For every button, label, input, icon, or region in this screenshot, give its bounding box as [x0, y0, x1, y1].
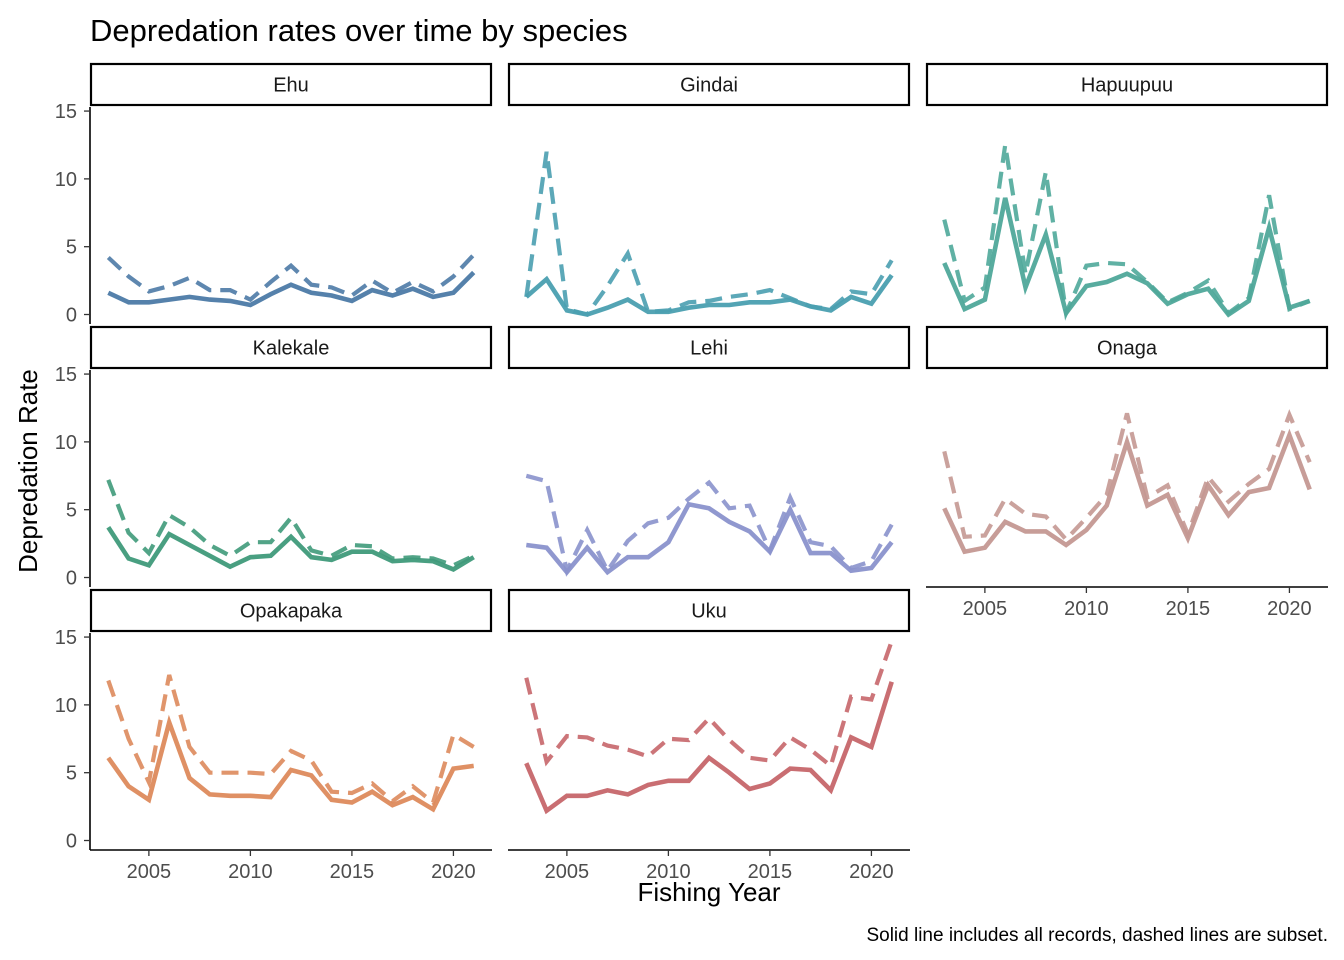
x-tick-label: 2020 [431, 861, 476, 883]
strip-label-onaga: Onaga [1097, 338, 1158, 360]
panel-hapuupuu: Hapuupuu [925, 62, 1329, 321]
strip-onaga [925, 325, 1329, 370]
x-tick-label: 2020 [1267, 598, 1312, 620]
strip-label-kalekale: Kalekale [253, 338, 330, 360]
x-tick-label: 2015 [330, 861, 375, 883]
strip-label-uku: Uku [691, 601, 727, 623]
series-subset-ehu [106, 253, 476, 303]
y-tick-label: 15 [55, 101, 77, 123]
series-subset-kalekale [106, 479, 475, 568]
y-tick-label: 0 [66, 305, 77, 327]
panel-kalekale: Kalekale 0 5 10 15 [55, 325, 493, 590]
panel-ehu: Ehu 0 5 10 15 [55, 62, 493, 327]
facet-panels: Ehu 0 5 10 15 Gindai Hapuupuu Kalekale 0 5 10 15 Leh… [55, 62, 1329, 883]
series-all-records-hapuupuu [942, 197, 1311, 319]
series-all-records-onaga [942, 428, 1312, 555]
panel-onaga: Onaga 2005 2010 2015 2020 [925, 325, 1329, 620]
series-all-records-lehi [525, 501, 894, 576]
series-all-records-uku [524, 681, 894, 815]
series-subset-lehi [525, 473, 894, 577]
x-tick-label: 2005 [963, 598, 1008, 620]
y-tick-label: 10 [55, 432, 77, 454]
panel-lehi: Lehi [507, 325, 911, 577]
strip-gindai [507, 62, 911, 107]
x-tick-label: 2010 [646, 861, 691, 883]
panel-opakapaka: Opakapaka 0 5 10 15 2005 2010 2015 2020 [55, 588, 493, 883]
y-tick-label: 15 [55, 627, 77, 649]
series-subset-uku [524, 640, 894, 770]
strip-opakapaka [89, 588, 493, 633]
strip-lehi [507, 325, 911, 370]
strip-label-ehu: Ehu [273, 75, 309, 97]
series-all-records-kalekale [106, 526, 475, 572]
strip-label-hapuupuu: Hapuupuu [1081, 75, 1173, 97]
strip-uku [507, 588, 911, 633]
strip-kalekale [89, 325, 493, 370]
x-tick-label: 2005 [127, 861, 172, 883]
y-tick-label: 5 [66, 237, 77, 259]
y-tick-label: 15 [55, 364, 77, 386]
series-all-records-opakapaka [106, 714, 475, 813]
strip-hapuupuu [925, 62, 1329, 107]
strip-label-lehi: Lehi [690, 338, 728, 360]
strip-label-opakapaka: Opakapaka [240, 601, 343, 623]
y-tick-label: 5 [66, 763, 77, 785]
strip-label-gindai: Gindai [680, 75, 738, 97]
x-tick-label: 2010 [228, 861, 273, 883]
series-all-records-gindai [524, 273, 894, 317]
y-axis-title: Depredation Rate [13, 369, 43, 573]
x-tick-label: 2005 [545, 861, 590, 883]
series-all-records-ehu [107, 270, 476, 308]
y-tick-label: 0 [66, 568, 77, 590]
y-tick-label: 10 [55, 169, 77, 191]
x-tick-label: 2010 [1064, 598, 1109, 620]
x-tick-label: 2015 [748, 861, 793, 883]
chart-caption: Solid line includes all records, dashed … [866, 925, 1328, 946]
series-subset-onaga [942, 409, 1312, 543]
strip-ehu [89, 62, 493, 107]
y-tick-label: 5 [66, 500, 77, 522]
panel-uku: Uku 2005 2010 2015 2020 [507, 588, 911, 883]
chart-title: Depredation rates over time by species [90, 13, 628, 48]
x-axis-title: Fishing Year [637, 877, 780, 907]
x-tick-label: 2020 [849, 861, 894, 883]
panel-gindai: Gindai [507, 62, 911, 317]
y-tick-label: 10 [55, 695, 77, 717]
y-tick-label: 0 [66, 831, 77, 853]
series-subset-opakapaka [106, 674, 475, 807]
x-tick-label: 2015 [1166, 598, 1211, 620]
